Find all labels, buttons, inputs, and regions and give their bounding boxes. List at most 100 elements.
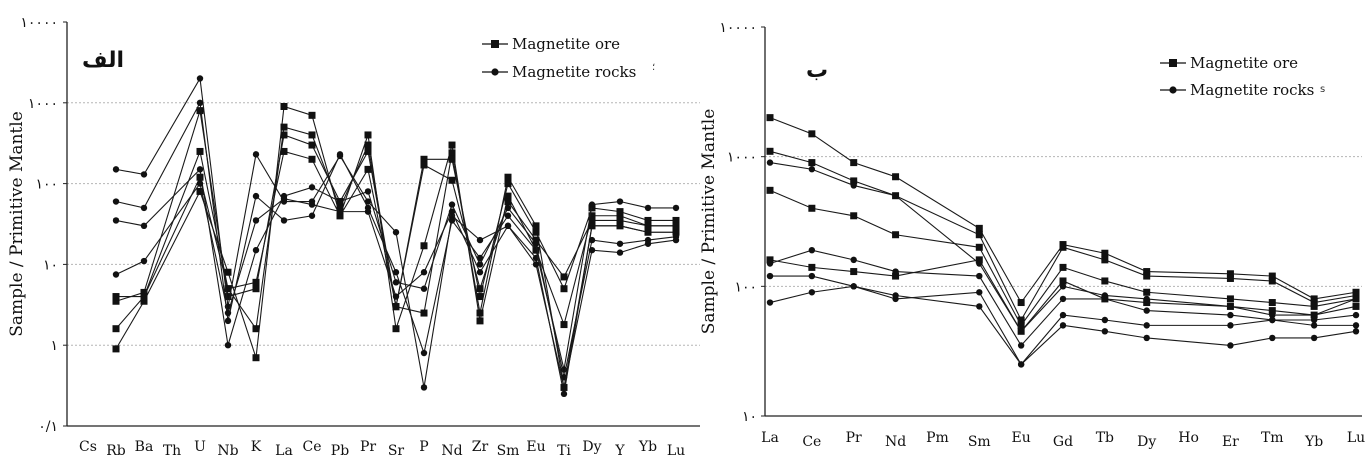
- legend-extra-mark: ؛: [652, 62, 655, 73]
- data-point-square: [420, 155, 428, 163]
- data-point-circle: [420, 349, 428, 357]
- x-tick-label: U: [194, 439, 206, 455]
- data-point-circle: [892, 292, 899, 299]
- series-5: [766, 159, 1360, 335]
- data-point-circle: [616, 249, 624, 256]
- data-point-circle: [892, 192, 899, 199]
- data-point-square: [252, 354, 260, 362]
- data-point-circle: [112, 166, 120, 173]
- data-point-square: [504, 198, 512, 206]
- data-point-circle: [976, 272, 983, 280]
- data-point-square: [850, 177, 858, 185]
- data-point-square: [588, 212, 596, 220]
- legend-item: Magnetite rocks: [482, 63, 636, 81]
- series-6: [766, 246, 1360, 349]
- data-point-square: [1226, 270, 1234, 278]
- data-point-circle: [1059, 283, 1067, 290]
- data-point-circle: [140, 171, 148, 178]
- legend-label: Magnetite rocks: [512, 63, 636, 81]
- data-point-square: [140, 288, 148, 296]
- data-point-square: [672, 222, 680, 230]
- data-point-square: [1268, 307, 1276, 315]
- data-point-square: [975, 256, 983, 264]
- data-point-circle: [644, 204, 652, 212]
- data-point-circle: [392, 279, 400, 286]
- series-1: [766, 114, 1360, 307]
- panel-label: ب: [806, 58, 828, 83]
- data-point-circle: [766, 159, 774, 166]
- data-point-circle: [616, 240, 624, 247]
- data-point-circle: [588, 236, 596, 244]
- legend-label: Magnetite rocks: [1190, 81, 1314, 99]
- data-point-square: [336, 204, 344, 212]
- data-point-circle: [1227, 311, 1234, 319]
- data-point-square: [224, 293, 232, 301]
- x-tick-label: Yb: [638, 439, 657, 455]
- x-tick-label: Nd: [441, 443, 462, 459]
- legend-marker-square: [1169, 59, 1177, 67]
- data-point-square: [308, 111, 316, 119]
- data-point-square: [850, 212, 858, 220]
- data-point-circle: [364, 198, 372, 205]
- data-point-circle: [448, 208, 456, 215]
- data-point-square: [1143, 299, 1151, 307]
- data-point-square: [364, 131, 372, 139]
- data-point-circle: [672, 236, 680, 244]
- data-point-square: [308, 141, 316, 149]
- data-point-circle: [532, 261, 540, 268]
- series-5: [112, 75, 680, 398]
- data-point-circle: [476, 236, 484, 244]
- data-point-circle: [308, 201, 316, 208]
- data-point-square: [392, 325, 400, 333]
- legend-item: Magnetite rocks: [1160, 81, 1314, 99]
- legend-label: Magnetite ore: [1190, 54, 1298, 72]
- data-point-square: [532, 222, 540, 230]
- x-tick-label: Tm: [1261, 430, 1284, 446]
- data-point-circle: [504, 212, 512, 219]
- data-point-circle: [112, 198, 120, 205]
- y-tick-label: ١٠: [43, 257, 58, 273]
- data-point-circle: [336, 208, 344, 215]
- data-point-circle: [1269, 311, 1276, 319]
- data-point-square: [392, 303, 400, 311]
- x-tick-label: Ce: [303, 439, 322, 455]
- data-point-circle: [1143, 295, 1150, 303]
- data-point-square: [766, 147, 774, 155]
- data-point-circle: [308, 184, 316, 191]
- data-point-circle: [476, 269, 484, 276]
- data-point-circle: [1310, 334, 1318, 342]
- data-point-circle: [808, 166, 816, 173]
- data-point-square: [448, 141, 456, 149]
- data-point-circle: [976, 289, 983, 296]
- data-point-circle: [196, 166, 204, 173]
- x-tick-label: Pr: [846, 430, 862, 446]
- data-point-square: [252, 285, 260, 293]
- data-point-circle: [196, 180, 204, 187]
- data-point-circle: [588, 201, 596, 208]
- data-point-square: [1268, 277, 1276, 285]
- data-point-circle: [808, 246, 816, 254]
- data-point-square: [448, 155, 456, 163]
- data-point-circle: [252, 192, 260, 200]
- data-point-circle: [336, 198, 344, 205]
- x-tick-label: Pr: [360, 439, 376, 455]
- data-point-square: [850, 268, 858, 276]
- x-tick-label: Ce: [802, 434, 821, 450]
- data-point-square: [1017, 316, 1025, 324]
- data-point-square: [364, 165, 372, 173]
- data-point-square: [766, 186, 774, 194]
- x-tick-label: Dy: [582, 439, 601, 455]
- data-point-circle: [850, 283, 857, 290]
- x-tick-label: Dy: [1137, 434, 1156, 450]
- data-point-square: [1226, 274, 1234, 282]
- data-point-square: [1143, 272, 1151, 280]
- data-point-circle: [766, 260, 774, 267]
- data-point-square: [308, 155, 316, 163]
- x-tick-label: Th: [163, 443, 181, 459]
- x-tick-label: Yb: [1304, 434, 1323, 450]
- y-tick-label: ١٠٠٠٠: [719, 20, 757, 36]
- x-tick-label: Tb: [1096, 430, 1114, 446]
- data-point-circle: [1269, 334, 1276, 342]
- y-tick-label: ١٠٠٠: [28, 96, 58, 112]
- data-point-square: [975, 224, 983, 232]
